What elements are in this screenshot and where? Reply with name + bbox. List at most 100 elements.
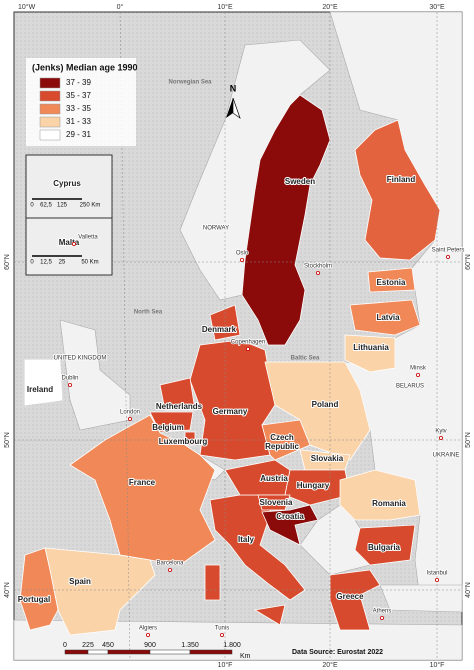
inset-scale-label: 250 Km bbox=[80, 203, 101, 209]
graticule-label: 10°E bbox=[217, 3, 233, 11]
scale-bar-label: 450 bbox=[102, 642, 114, 649]
legend-label: 31 - 33 bbox=[66, 117, 91, 126]
graticule-label: 60°N bbox=[3, 254, 11, 270]
place-marker bbox=[315, 270, 320, 275]
inset-scale-label: 0 bbox=[30, 203, 34, 209]
country-label: Croatia bbox=[276, 512, 304, 521]
country-label: Germany bbox=[213, 407, 248, 416]
inset-scale-label: 125 bbox=[57, 203, 68, 209]
country-area bbox=[159, 377, 196, 411]
legend-label: 37 - 39 bbox=[66, 78, 91, 87]
place-marker bbox=[445, 254, 450, 259]
graticule-label: 60°N bbox=[464, 254, 472, 270]
scale-bar-segment bbox=[189, 649, 233, 655]
country-label: Ireland bbox=[27, 385, 53, 394]
legend-swatch bbox=[39, 129, 61, 141]
country-label: Slovakia bbox=[311, 454, 344, 463]
graticule-label: 50°N bbox=[3, 432, 11, 448]
place-label: Barcelona bbox=[156, 561, 184, 567]
place-label: Dublin bbox=[61, 376, 78, 382]
legend-label: 33 - 35 bbox=[66, 104, 91, 113]
place-marker bbox=[72, 241, 77, 246]
country-area bbox=[367, 267, 416, 293]
country-area bbox=[241, 94, 331, 346]
legend-label: 35 - 37 bbox=[66, 91, 91, 100]
country-area bbox=[349, 299, 421, 336]
place-marker bbox=[379, 616, 384, 621]
place-label: London bbox=[120, 410, 140, 416]
country-label: Portugal bbox=[18, 595, 50, 604]
graticule-label: 0° bbox=[117, 3, 124, 11]
scale-bar-label: 900 bbox=[144, 642, 156, 649]
place-marker bbox=[219, 633, 224, 638]
place-label: UKRAINE bbox=[433, 453, 460, 459]
place-label: Istanbul bbox=[426, 571, 447, 577]
country-label: Lithuania bbox=[353, 343, 389, 352]
place-label: Tunis bbox=[215, 626, 229, 632]
place-label: BELARUS bbox=[396, 384, 424, 390]
legend-label: 29 - 31 bbox=[66, 130, 91, 139]
place-label: Valletta bbox=[78, 235, 98, 241]
legend-title: (Jenks) Median age 1990 bbox=[32, 62, 138, 72]
country-label: Malta bbox=[59, 238, 80, 247]
graticule-label: 20°E bbox=[322, 661, 338, 669]
country-label: Cyprus bbox=[53, 179, 81, 188]
place-label: Kyiv bbox=[435, 429, 446, 435]
country-label: Luxembourg bbox=[159, 437, 208, 446]
country-area bbox=[284, 469, 351, 506]
place-marker bbox=[145, 633, 150, 638]
country-label: Finland bbox=[387, 175, 416, 184]
legend-swatch bbox=[39, 90, 61, 102]
place-marker bbox=[245, 346, 250, 351]
north-label: N bbox=[230, 83, 237, 93]
graticule-label: 20°E bbox=[322, 3, 338, 11]
scale-bar-label: 0 bbox=[63, 642, 67, 649]
country-area bbox=[339, 469, 421, 521]
scale-bar-label: 1.800 bbox=[223, 642, 241, 649]
graticule-label: 40°N bbox=[3, 582, 11, 598]
country-area bbox=[184, 431, 196, 446]
inset-scale-label: 62,5 bbox=[40, 203, 52, 209]
place-label: Stockholm bbox=[304, 264, 332, 270]
scale-bar-segment bbox=[64, 649, 89, 655]
graticule-label: 50°N bbox=[464, 432, 472, 448]
country-area bbox=[149, 411, 194, 433]
country-label: Estonia bbox=[377, 278, 406, 287]
scale-bar-segment bbox=[107, 649, 151, 655]
legend-swatch bbox=[39, 103, 61, 115]
country-label: Slovenia bbox=[260, 498, 293, 507]
place-marker bbox=[167, 568, 172, 573]
country-label: Latvia bbox=[376, 313, 400, 322]
country-label: Sweden bbox=[285, 177, 315, 186]
sea-label: North Sea bbox=[134, 310, 163, 316]
country-area bbox=[209, 304, 241, 341]
scale-bar-segment bbox=[149, 649, 191, 655]
place-marker bbox=[127, 416, 132, 421]
country-area bbox=[329, 569, 381, 631]
place-marker bbox=[68, 382, 73, 387]
graticule bbox=[14, 11, 462, 661]
place-label: Saint Peters bbox=[432, 248, 465, 254]
country-label: Poland bbox=[312, 400, 339, 409]
graticule-label: 10°W bbox=[18, 3, 36, 11]
place-label: NORWAY bbox=[203, 226, 229, 232]
country-label: Hungary bbox=[297, 481, 330, 490]
scale-bar-label: 225 bbox=[82, 642, 94, 649]
scale-bar-segment bbox=[87, 649, 109, 655]
place-label: UNITED KINGDOM bbox=[54, 356, 107, 362]
country-area bbox=[19, 547, 59, 631]
place-label: Minsk bbox=[410, 366, 427, 372]
country-label: Czech Republic bbox=[265, 433, 299, 451]
country-area bbox=[354, 119, 441, 261]
country-label: Netherlands bbox=[156, 402, 203, 411]
place-label: Oslo bbox=[236, 251, 249, 257]
country-area bbox=[354, 524, 416, 566]
country-label: Belgium bbox=[152, 423, 184, 432]
country-label: Spain bbox=[69, 577, 91, 586]
graticule-label: 30°E bbox=[429, 3, 445, 11]
inset-scale-label: 0 bbox=[30, 260, 34, 266]
country-area bbox=[204, 564, 221, 601]
north-arrow bbox=[226, 97, 241, 119]
scale-bar-label: 1.350 bbox=[181, 642, 199, 649]
